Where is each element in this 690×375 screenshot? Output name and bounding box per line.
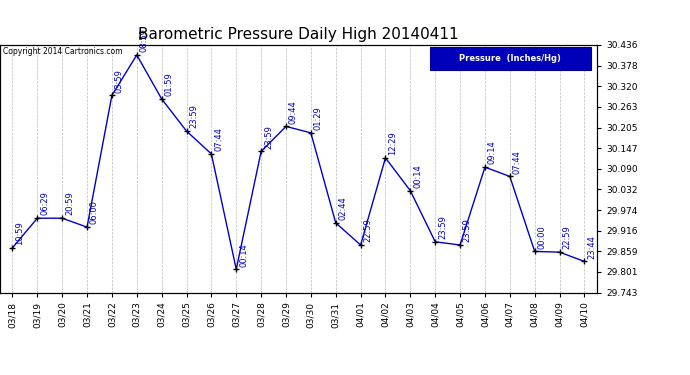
FancyBboxPatch shape	[430, 48, 591, 70]
Text: 23:59: 23:59	[264, 125, 273, 148]
Text: 00:00: 00:00	[538, 225, 546, 249]
Text: 02:44: 02:44	[339, 196, 348, 220]
Text: 07:44: 07:44	[513, 150, 522, 174]
Text: 07:44: 07:44	[214, 127, 223, 151]
Text: 08:59: 08:59	[139, 28, 148, 52]
Text: 23:59: 23:59	[463, 218, 472, 242]
Text: 23:59: 23:59	[189, 104, 198, 128]
Text: Copyright 2014 Cartronics.com: Copyright 2014 Cartronics.com	[3, 48, 123, 57]
Text: 09:44: 09:44	[289, 100, 298, 124]
Text: 00:14: 00:14	[239, 243, 248, 267]
Text: 06:00: 06:00	[90, 201, 99, 224]
Text: 01:29: 01:29	[314, 106, 323, 130]
Text: 10:59: 10:59	[15, 221, 24, 245]
Text: 22:59: 22:59	[364, 219, 373, 242]
Title: Barometric Pressure Daily High 20140411: Barometric Pressure Daily High 20140411	[138, 27, 459, 42]
Text: 20:59: 20:59	[65, 192, 74, 215]
Text: 22:59: 22:59	[562, 226, 571, 249]
Text: 00:14: 00:14	[413, 164, 422, 188]
Text: 23:59: 23:59	[438, 215, 447, 239]
Text: 12:29: 12:29	[388, 131, 397, 155]
Text: 03:59: 03:59	[115, 69, 124, 93]
Text: 06:29: 06:29	[40, 192, 49, 215]
Text: 01:59: 01:59	[164, 72, 173, 96]
Text: 23:44: 23:44	[587, 235, 596, 259]
Text: 09:14: 09:14	[488, 141, 497, 164]
Text: Pressure  (Inches/Hg): Pressure (Inches/Hg)	[460, 54, 561, 63]
